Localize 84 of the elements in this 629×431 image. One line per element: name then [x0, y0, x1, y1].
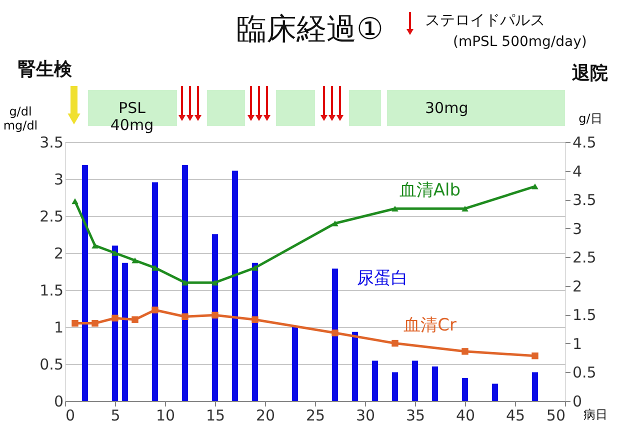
point: [252, 264, 258, 271]
x-tick-label: 10: [156, 406, 176, 424]
bar: [412, 360, 418, 401]
point: [132, 257, 138, 264]
point: [152, 264, 158, 271]
point: [72, 198, 78, 204]
point: [92, 242, 98, 249]
point: [532, 183, 538, 190]
y2-tick-label: 3: [572, 220, 582, 238]
point: [462, 206, 468, 212]
y-tick-label: 3: [54, 170, 64, 188]
y2-tick-label: 3.5: [572, 191, 596, 210]
x-tick-label: 45: [506, 406, 526, 424]
point: [112, 314, 118, 322]
bar: [462, 378, 468, 401]
series-label: 尿蛋白: [357, 268, 408, 289]
point: [152, 306, 158, 314]
x-tick-label: 35: [406, 406, 426, 424]
y-tick-label: 2.5: [40, 208, 64, 226]
y-tick-label: 0: [54, 392, 64, 410]
bar: [372, 360, 378, 401]
point: [92, 320, 98, 327]
y-tick-label: 0.5: [40, 356, 64, 374]
text: (mPSL 500mg/day): [453, 34, 587, 50]
point: [212, 280, 218, 286]
y-tick-label: 2: [54, 244, 64, 262]
x-tick-label: 15: [206, 406, 226, 424]
point: [72, 320, 78, 327]
y2-tick-label: 2.5: [572, 248, 596, 267]
x-tick-label: 0: [66, 406, 76, 424]
point: [392, 206, 398, 212]
x-tick-label: 25: [306, 406, 326, 424]
bar: [492, 384, 498, 401]
point: [112, 250, 118, 256]
point: [182, 280, 188, 286]
point: [392, 340, 398, 347]
bar: [82, 165, 88, 401]
y2-tick-label: 1.5: [572, 306, 596, 324]
series-label: 血清Alb: [399, 180, 461, 201]
series-label: 血清Cr: [404, 315, 456, 336]
x-tick-label: 50: [546, 406, 566, 424]
bar: [232, 170, 238, 401]
y2-axis-title: g/日: [578, 112, 602, 126]
point: [182, 313, 188, 320]
bar: [182, 165, 188, 401]
text: ステロイドパルス: [425, 11, 545, 29]
bar: [352, 332, 358, 401]
point: [212, 312, 218, 319]
bar: [432, 366, 438, 401]
x-tick-label: 30: [356, 406, 376, 424]
text: 30mg: [425, 99, 468, 117]
y-tick-label: 3.5: [40, 134, 64, 152]
text: 退院: [571, 63, 608, 84]
y-tick-label: 1: [54, 318, 64, 336]
y2-tick-label: 2: [572, 277, 582, 296]
point: [532, 352, 538, 360]
text: 腎生検: [18, 59, 73, 80]
bar: [212, 234, 218, 401]
x-tick-label: 5: [110, 406, 120, 424]
bar: [152, 182, 158, 401]
bar: [532, 372, 538, 401]
y2-tick-label: 0: [572, 392, 582, 410]
y2-tick-label: 0.5: [572, 364, 596, 382]
chart-title: 臨床経過①: [236, 12, 384, 47]
bar: [392, 372, 398, 401]
y2-tick-label: 4: [572, 162, 582, 180]
point: [462, 348, 468, 355]
bar: [252, 262, 258, 401]
x-axis-title: 病日: [584, 408, 608, 422]
point: [332, 220, 338, 226]
bar: [332, 268, 338, 401]
y2-tick-label: 1: [572, 334, 582, 353]
y-tick-label: 1.5: [40, 282, 64, 300]
bar: [112, 246, 118, 401]
y2-tick-label: 4.5: [572, 134, 596, 152]
point: [332, 330, 338, 336]
bar: [122, 262, 128, 401]
y-axis-title: g/dl mg/dl: [3, 104, 38, 132]
x-tick-label: 40: [456, 406, 476, 424]
point: [252, 316, 258, 323]
text: PSL 40mg: [110, 99, 154, 134]
point: [132, 316, 138, 323]
x-tick-label: 20: [256, 406, 276, 424]
bar: [292, 326, 298, 401]
